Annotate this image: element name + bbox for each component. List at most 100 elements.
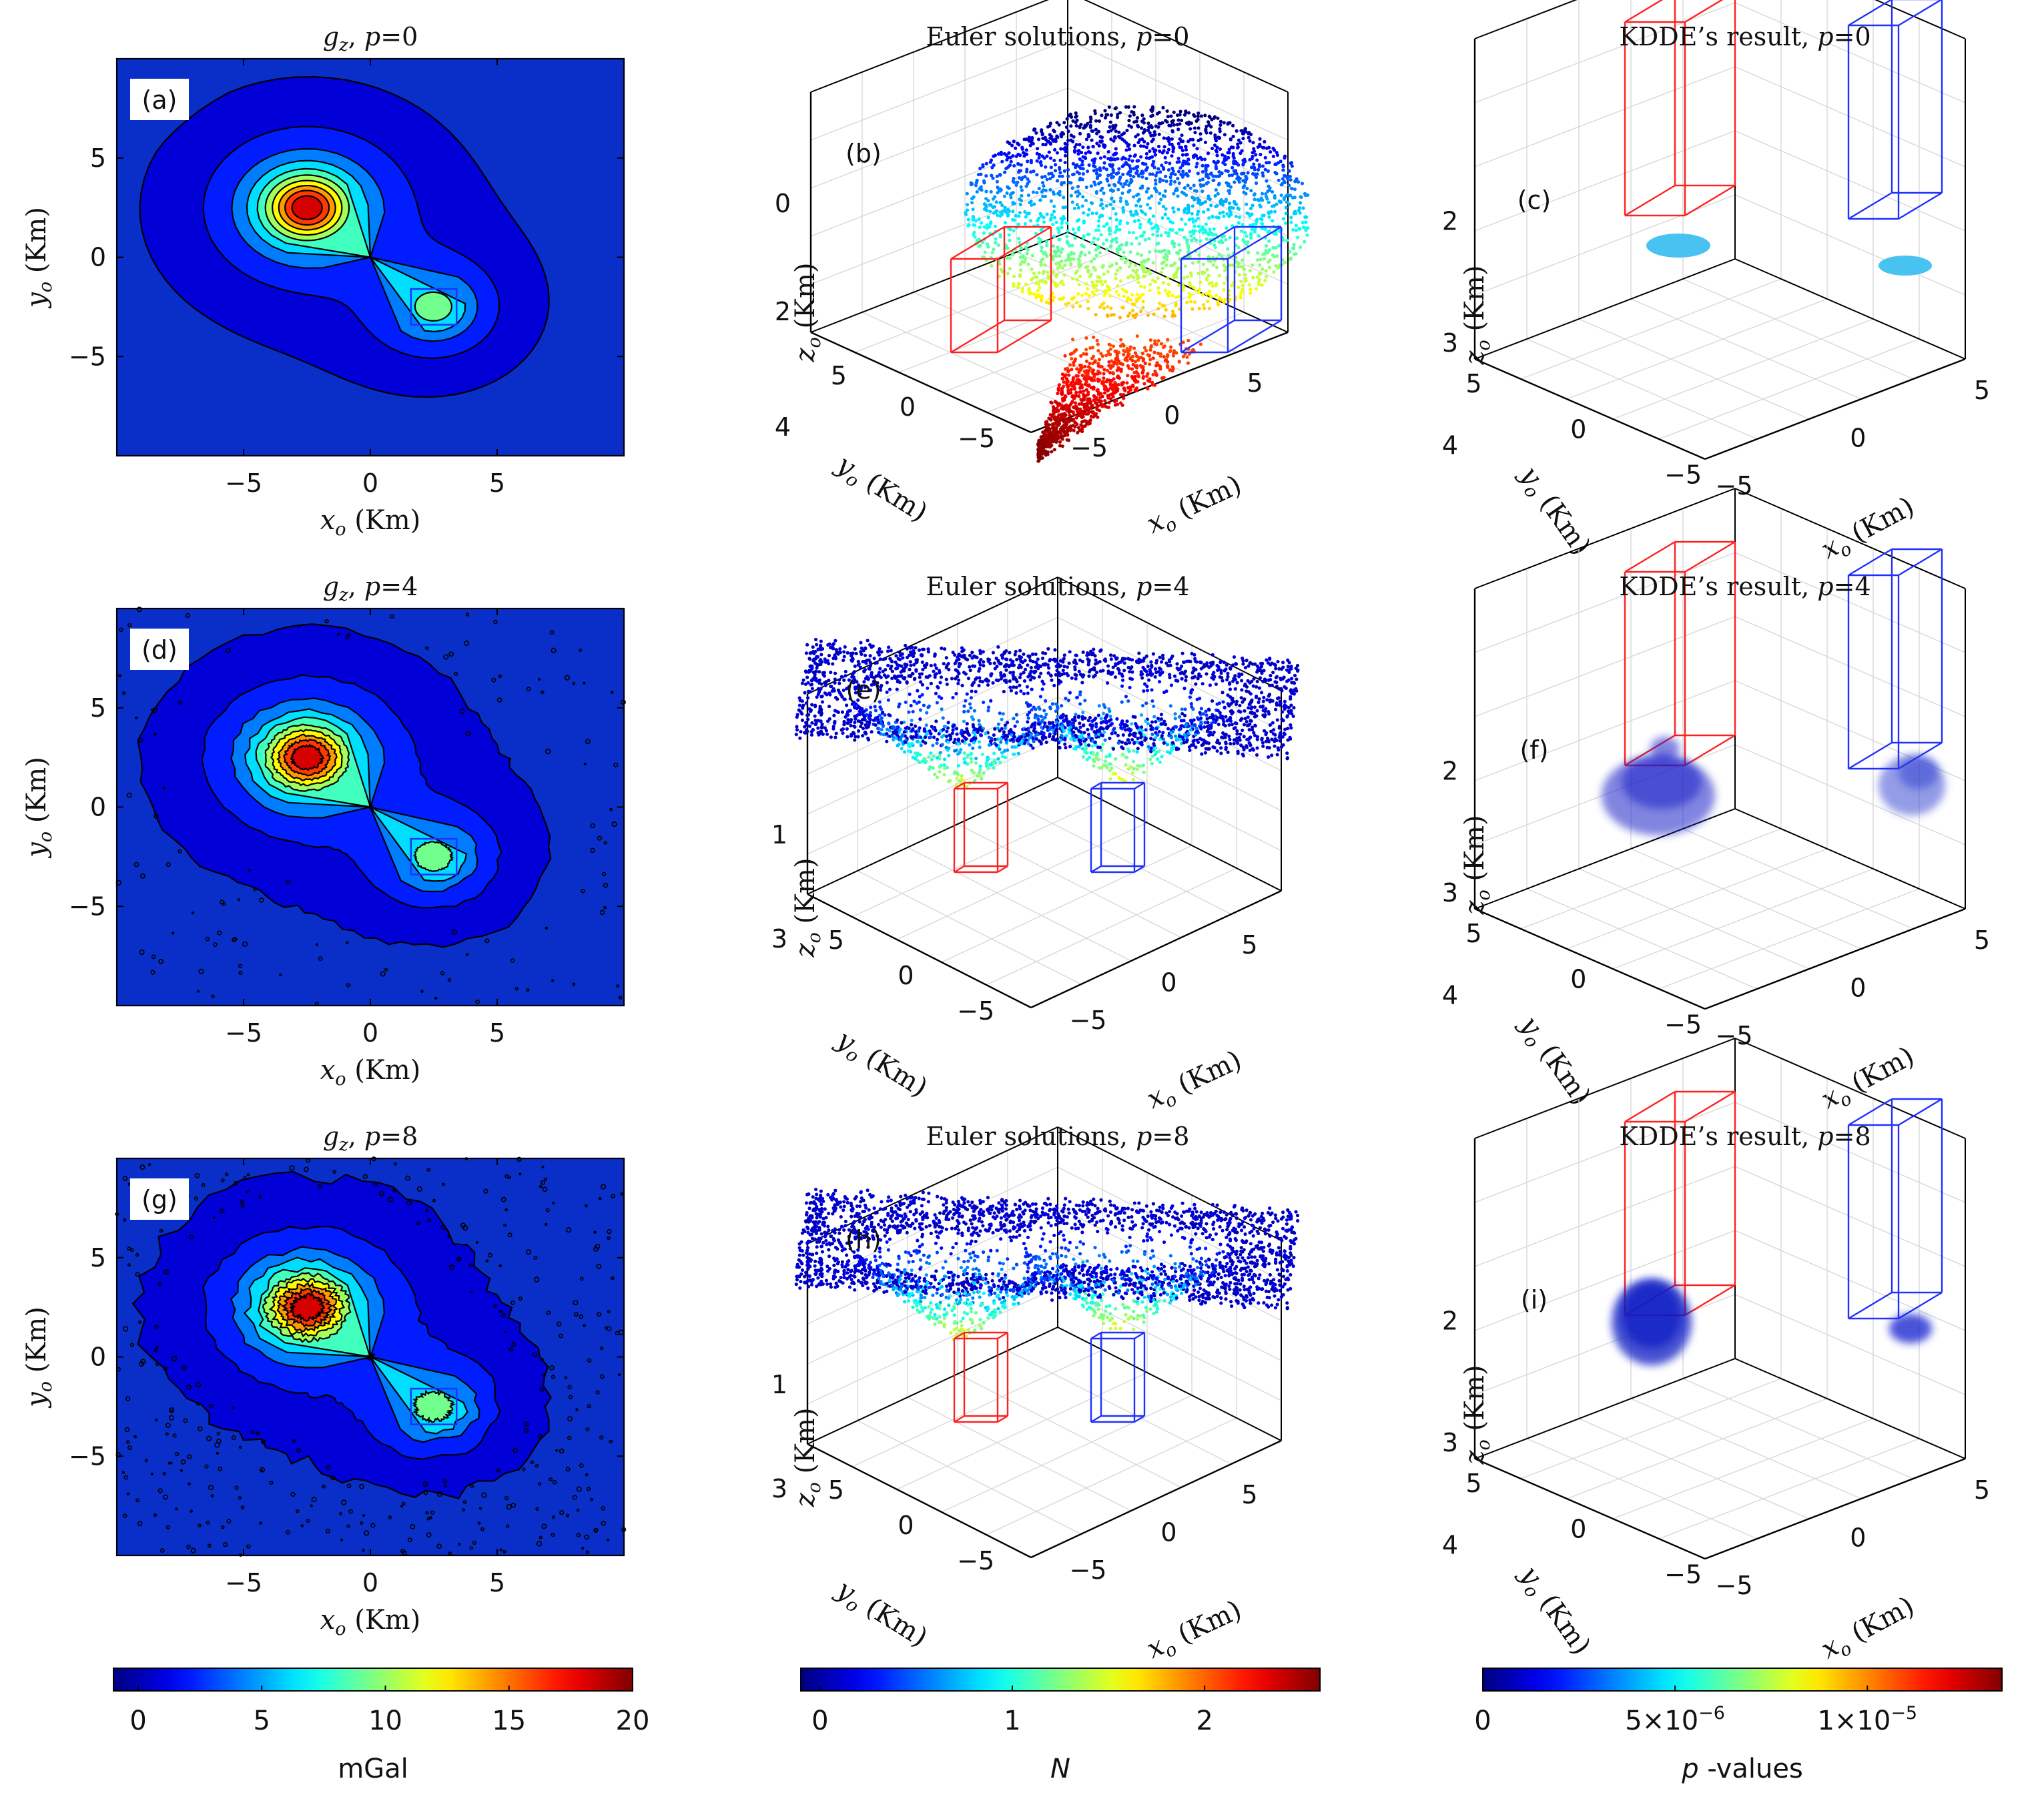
euler-point	[1150, 155, 1154, 159]
euler-point	[946, 721, 950, 725]
euler-point	[1113, 380, 1117, 385]
euler-point	[1087, 232, 1091, 236]
euler-point	[1155, 757, 1160, 761]
euler-point	[1191, 348, 1195, 352]
grid-line	[857, 870, 1082, 985]
euler-point	[1147, 125, 1151, 129]
euler-point	[1168, 228, 1172, 232]
euler-point	[1259, 691, 1264, 695]
euler-point	[1151, 232, 1155, 237]
euler-point	[1100, 186, 1104, 190]
euler-point	[1279, 193, 1283, 198]
euler-point	[1218, 129, 1222, 133]
euler-point	[1105, 247, 1109, 251]
euler-point	[1100, 202, 1104, 206]
euler-point	[1099, 198, 1104, 202]
euler-point	[1178, 137, 1182, 141]
euler-point	[1086, 287, 1090, 291]
euler-point	[1083, 253, 1087, 257]
euler-point	[1271, 219, 1275, 223]
euler-point	[1172, 110, 1176, 114]
euler-point	[1102, 306, 1106, 310]
euler-point	[1121, 747, 1125, 751]
euler-point	[1164, 661, 1168, 665]
euler-point	[1059, 250, 1063, 254]
euler-point	[888, 687, 892, 691]
euler-point	[1059, 217, 1063, 221]
euler-point	[1124, 105, 1128, 109]
euler-point	[1020, 194, 1024, 198]
euler-point	[1183, 264, 1187, 268]
euler-point	[1087, 659, 1091, 663]
euler-point	[1092, 394, 1096, 398]
euler-point	[962, 751, 966, 755]
euler-point	[1076, 382, 1080, 386]
euler-point	[954, 691, 958, 696]
euler-point	[1222, 660, 1227, 665]
euler-point	[878, 667, 882, 671]
euler-point	[1208, 293, 1213, 297]
euler-point	[1150, 125, 1154, 129]
euler-point	[1052, 683, 1056, 687]
euler-point	[1062, 196, 1066, 200]
euler-point	[1253, 711, 1257, 715]
euler-point	[1242, 190, 1246, 194]
euler-point	[1016, 285, 1020, 289]
euler-point	[1081, 755, 1086, 759]
euler-point	[1126, 296, 1130, 300]
euler-point	[909, 674, 913, 679]
euler-point	[1282, 179, 1287, 184]
euler-point	[1054, 262, 1058, 266]
euler-point	[1104, 238, 1108, 242]
euler-point	[1236, 175, 1240, 179]
euler-point	[998, 747, 1002, 751]
euler-point	[1156, 339, 1160, 343]
euler-point	[1253, 230, 1257, 234]
label-unit: (Km)	[1166, 470, 1247, 529]
euler-point	[1035, 159, 1039, 163]
euler-point	[935, 737, 940, 741]
euler-point	[1157, 302, 1162, 306]
euler-point	[1042, 444, 1046, 448]
euler-point	[1098, 173, 1102, 177]
euler-point	[1243, 127, 1247, 131]
euler-point	[947, 746, 951, 750]
euler-point	[1172, 192, 1176, 196]
euler-point	[894, 654, 898, 658]
x-tick-label: 5	[1974, 376, 1990, 405]
euler-point	[1236, 206, 1240, 210]
euler-point	[1264, 275, 1269, 279]
euler-point	[1285, 756, 1289, 760]
euler-point	[1127, 183, 1131, 188]
euler-point	[1241, 161, 1245, 165]
euler-point	[1010, 143, 1014, 147]
euler-point	[1215, 204, 1219, 208]
euler-point	[1184, 679, 1188, 683]
euler-point	[1107, 105, 1111, 109]
euler-point	[1016, 141, 1020, 145]
euler-point	[1084, 266, 1088, 270]
euler-point	[894, 736, 898, 740]
euler-point	[1170, 294, 1174, 298]
euler-point	[1085, 169, 1090, 173]
euler-point	[1148, 757, 1152, 761]
euler-point	[1066, 167, 1070, 171]
euler-point	[1092, 335, 1096, 339]
euler-point	[1219, 119, 1223, 123]
euler-point	[978, 244, 982, 248]
euler-point	[998, 214, 1002, 218]
euler-point	[1036, 137, 1041, 141]
euler-point	[1148, 206, 1152, 210]
euler-point	[944, 656, 948, 660]
euler-point	[1039, 160, 1043, 164]
euler-point	[1142, 129, 1146, 133]
euler-point	[1148, 172, 1152, 176]
euler-point	[1055, 179, 1060, 183]
euler-point	[1158, 367, 1162, 371]
euler-point	[1150, 108, 1154, 112]
euler-point	[1164, 174, 1168, 178]
euler-point	[1306, 193, 1310, 197]
euler-point	[976, 238, 980, 242]
euler-point	[1287, 661, 1291, 665]
euler-point	[940, 743, 944, 747]
